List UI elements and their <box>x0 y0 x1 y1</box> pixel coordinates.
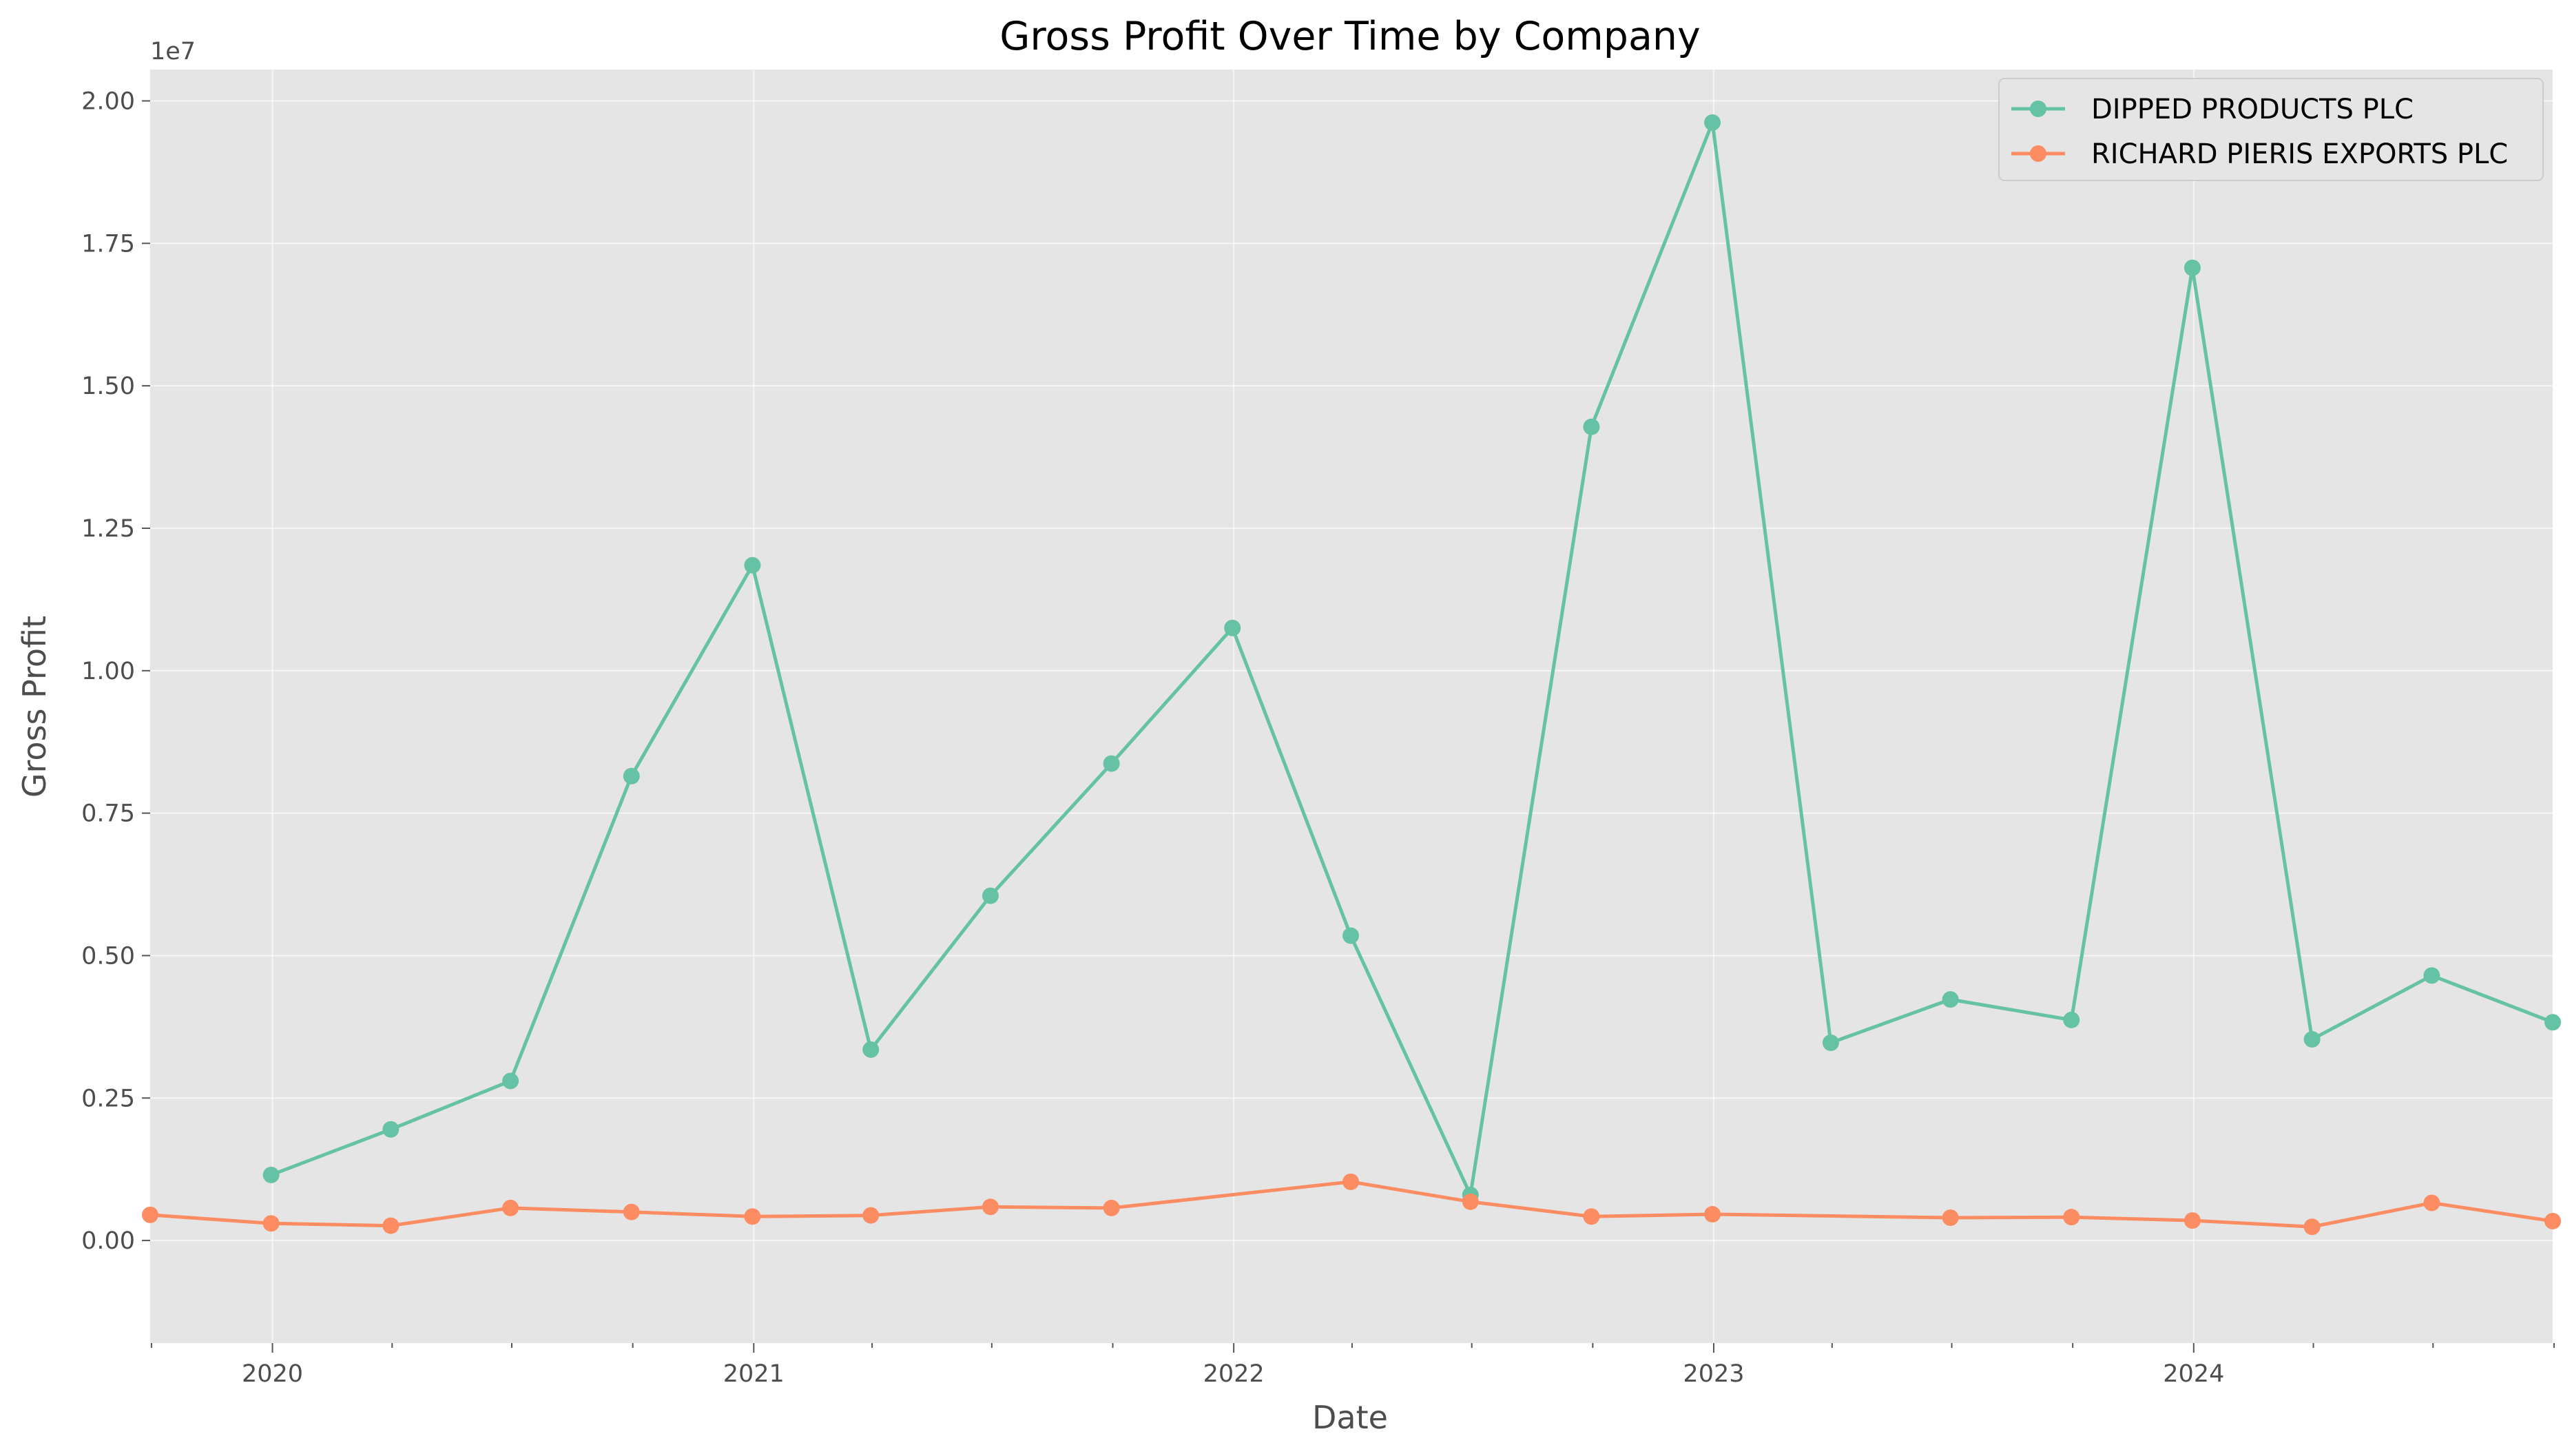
data-point <box>1942 991 1959 1008</box>
data-point <box>623 1203 640 1220</box>
x-tick-label: 2023 <box>1683 1360 1744 1388</box>
y-axis-label: Gross Profit <box>16 616 53 798</box>
y-tick-label: 1.25 <box>81 515 135 543</box>
data-point <box>262 1166 280 1183</box>
x-tick-label: 2020 <box>242 1360 303 1388</box>
series-group <box>142 1173 2561 1236</box>
y-tick-label: 0.00 <box>81 1227 135 1255</box>
data-point <box>2063 1011 2080 1028</box>
data-point <box>1704 1206 1721 1223</box>
data-point <box>2303 1031 2321 1048</box>
y-tick-label: 2.00 <box>81 88 135 116</box>
data-point <box>862 1041 880 1058</box>
x-tick-label: 2021 <box>723 1360 785 1388</box>
data-point <box>142 1206 158 1223</box>
y-axis-ticks: 0.00 0.25 0.50 0.75 1.00 1.25 1.50 1.75 2.00 <box>81 88 150 1255</box>
data-point <box>2423 1194 2440 1211</box>
legend-label-dipped-products: DIPPED PRODUCTS PLC <box>2091 94 2414 125</box>
y-tick-label: 1.00 <box>81 658 135 685</box>
y-tick-label: 1.50 <box>81 373 135 400</box>
y-tick-label: 0.75 <box>81 800 135 828</box>
series-group <box>262 114 2561 1203</box>
x-tick-label: 2022 <box>1203 1360 1265 1388</box>
data-point <box>982 1198 999 1216</box>
y-tick-label: 0.25 <box>81 1085 135 1112</box>
data-point <box>1583 418 1600 435</box>
y-tick-label: 0.50 <box>81 942 135 970</box>
data-point <box>982 887 999 904</box>
data-point <box>502 1072 519 1090</box>
data-point <box>2544 1014 2561 1031</box>
data-point <box>1103 755 1120 772</box>
data-point <box>744 1208 761 1225</box>
series-lines <box>142 114 2561 1236</box>
x-axis-ticks: 2020 2021 2022 2023 2024 <box>150 1343 2555 1388</box>
data-point <box>1704 114 1721 131</box>
y-tick-label: 1.75 <box>81 230 135 258</box>
data-point <box>744 557 761 574</box>
data-point <box>2303 1218 2321 1236</box>
data-point <box>1462 1193 1479 1210</box>
data-point <box>2423 967 2440 984</box>
chart-title: Gross Profit Over Time by Company <box>999 14 1701 59</box>
data-point <box>1342 1173 1360 1190</box>
data-point <box>1103 1199 1120 1216</box>
data-point <box>2184 1212 2201 1229</box>
x-axis-label: Date <box>1312 1399 1388 1436</box>
legend: DIPPED PRODUCTS PLC RICHARD PIERIS EXPOR… <box>1998 78 2544 181</box>
legend-marker-richard-pieris <box>2030 145 2046 162</box>
data-point <box>382 1217 400 1234</box>
plot-area <box>150 70 2553 1343</box>
series-line <box>270 121 2553 1197</box>
y-axis-scale-label: 1e7 <box>150 38 196 65</box>
data-point <box>623 767 640 784</box>
x-tick-label: 2024 <box>2163 1360 2224 1388</box>
data-point <box>1583 1208 1600 1225</box>
data-point <box>1822 1034 1839 1052</box>
grid-lines <box>150 70 2553 1343</box>
data-point <box>1342 927 1360 944</box>
legend-label-richard-pieris: RICHARD PIERIS EXPORTS PLC <box>2091 138 2508 170</box>
data-point <box>382 1121 400 1138</box>
data-point <box>1942 1209 1959 1226</box>
legend-frame <box>1998 78 2544 181</box>
data-point <box>2544 1212 2561 1229</box>
data-point <box>1224 619 1241 636</box>
data-point <box>502 1199 519 1216</box>
legend-marker-dipped-products <box>2030 101 2046 117</box>
data-point <box>2063 1209 2080 1226</box>
data-point <box>262 1215 280 1232</box>
data-point <box>2184 259 2201 276</box>
data-point <box>862 1207 880 1224</box>
